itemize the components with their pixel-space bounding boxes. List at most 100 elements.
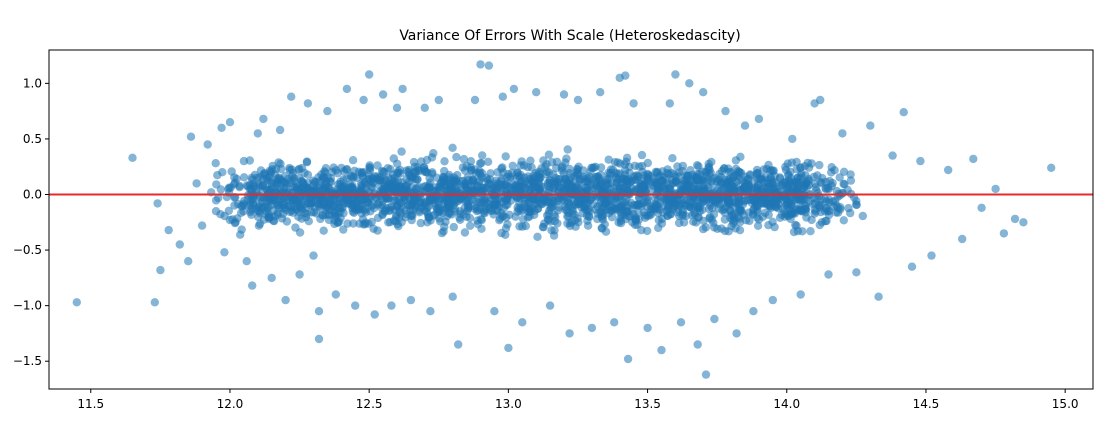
scatter-point — [888, 151, 897, 160]
scatter-point — [574, 183, 583, 193]
scatter-point — [866, 121, 875, 130]
scatter-point — [721, 175, 730, 184]
scatter-point — [512, 193, 522, 203]
scatter-point — [657, 345, 666, 355]
scatter-point — [969, 154, 978, 164]
scatter-point — [597, 191, 606, 200]
scatter-point — [445, 209, 454, 218]
scatter-point — [772, 202, 781, 211]
scatter-point — [563, 145, 572, 154]
scatter-point — [153, 199, 162, 208]
plot-frame — [48, 49, 1094, 390]
scatter-point — [838, 188, 848, 198]
scatter-point — [610, 158, 620, 167]
scatter-point — [561, 158, 570, 167]
scatter-point — [373, 161, 382, 170]
scatter-point — [817, 178, 826, 188]
scatter-point — [531, 195, 540, 204]
scatter-point — [518, 222, 527, 231]
scatter-point — [759, 165, 768, 174]
scatter-point — [565, 201, 574, 211]
scatter-point — [297, 214, 306, 223]
scatter-point — [406, 295, 416, 305]
scatter-point — [839, 216, 848, 225]
scatter-point — [266, 167, 275, 176]
scatter-point — [426, 307, 435, 316]
scatter-point — [406, 211, 416, 221]
scatter-point — [329, 201, 338, 210]
scatter-point — [295, 164, 304, 174]
scatter-point — [538, 222, 548, 232]
scatter-point — [342, 84, 352, 94]
scatter-point — [164, 225, 173, 235]
scatter-point — [573, 95, 583, 105]
scatter-point — [587, 163, 596, 172]
scatter-point — [846, 176, 856, 185]
scatter-point — [300, 181, 309, 190]
scatter-point — [735, 168, 744, 177]
scatter-point — [350, 195, 359, 205]
scatter-point — [445, 178, 454, 188]
scatter-point — [498, 92, 507, 101]
scatter-point — [524, 195, 533, 204]
scatter-point — [710, 314, 719, 324]
x-tick-label: 14.0 — [773, 397, 800, 411]
scatter-point — [470, 95, 480, 105]
scatter-point — [291, 223, 300, 232]
scatter-point — [577, 202, 586, 212]
scatter-point — [360, 177, 369, 187]
scatter-point — [503, 220, 512, 229]
scatter-point — [476, 60, 485, 69]
scatter-point — [792, 204, 801, 213]
scatter-point — [448, 292, 457, 301]
scatter-point — [363, 198, 373, 207]
scatter-points — [72, 60, 1056, 379]
scatter-point — [389, 154, 398, 163]
scatter-point — [286, 202, 296, 212]
scatter-point — [359, 95, 368, 105]
scatter-point — [484, 61, 494, 70]
scatter-point — [184, 257, 193, 266]
scatter-point — [392, 211, 401, 220]
scatter-point — [676, 318, 686, 327]
scatter-point — [782, 184, 791, 193]
scatter-point — [370, 310, 379, 319]
scatter-point — [348, 156, 358, 165]
scatter-point — [518, 318, 527, 327]
x-tick-label: 11.5 — [77, 397, 104, 411]
scatter-point — [485, 175, 495, 184]
scatter-point — [255, 199, 264, 208]
plot-area — [49, 60, 1093, 379]
scatter-point — [519, 215, 528, 224]
scatter-point — [465, 221, 475, 230]
scatter-point — [519, 180, 528, 189]
scatter-point — [420, 103, 429, 113]
scatter-point — [444, 201, 453, 210]
scatter-point — [512, 180, 521, 190]
scatter-point — [501, 180, 511, 189]
scatter-point — [303, 99, 313, 108]
scatter-point — [494, 194, 504, 204]
scatter-point — [373, 213, 383, 223]
y-tick-label: 1.0 — [23, 76, 42, 90]
scatter-point — [533, 232, 542, 241]
scatter-point — [573, 214, 582, 223]
scatter-point — [565, 164, 574, 174]
scatter-point — [517, 157, 526, 166]
scatter-point — [541, 169, 550, 179]
scatter-point — [596, 163, 606, 172]
scatter-point — [544, 150, 554, 159]
scatter-point — [413, 163, 422, 172]
scatter-point — [448, 143, 457, 152]
scatter-point — [565, 221, 575, 231]
scatter-point — [259, 114, 268, 124]
scatter-point — [323, 173, 333, 182]
scatter-point — [1019, 218, 1028, 227]
scatter-point — [637, 150, 647, 160]
scatter-point — [254, 212, 263, 222]
scatter-point — [309, 251, 318, 260]
scatter-point — [423, 203, 432, 212]
scatter-point — [524, 208, 533, 217]
scatter-point — [72, 298, 82, 307]
scatter-point — [763, 183, 772, 192]
